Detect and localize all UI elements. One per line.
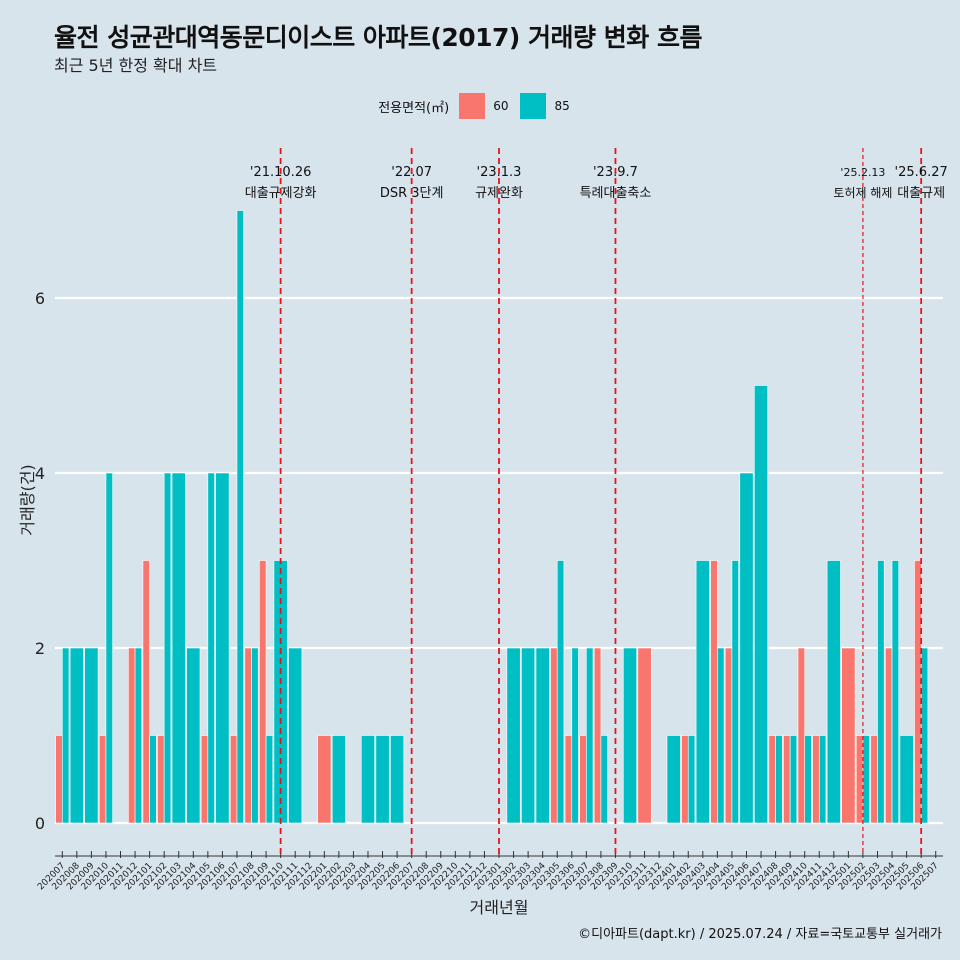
bar-85-202403	[695, 560, 710, 824]
y-tick-label: 0	[35, 814, 45, 833]
bar-85-202103	[171, 472, 186, 824]
bar-85-202409	[789, 735, 798, 824]
bar-85-202402	[687, 735, 696, 824]
chart-caption: ©디아파트(dapt.kr) / 2025.07.24 / 자료=국토교통부 실…	[578, 927, 942, 942]
bar-60-202504	[885, 647, 893, 824]
bar-60-202007	[55, 735, 63, 824]
x-axis-title: 거래년월	[470, 898, 529, 917]
bar-85-202202	[331, 735, 346, 824]
bar-85-202502	[862, 735, 870, 824]
bar-60-202502	[855, 735, 864, 824]
event-date: '25.6.27	[895, 165, 948, 180]
bar-85-202308	[600, 735, 608, 824]
bar-60-202010	[98, 735, 107, 824]
bar-60-202109	[259, 560, 267, 824]
legend-label-60: 60	[493, 99, 509, 113]
event-date: '25.2.13	[840, 166, 885, 179]
bar-60-202101	[142, 560, 150, 824]
bar-85-202302	[506, 647, 521, 824]
bar-60-202501	[841, 647, 856, 824]
bar-85-202304	[535, 647, 550, 824]
bar-85-202405	[731, 560, 739, 824]
bar-85-202412	[826, 560, 841, 824]
bar-85-202106	[215, 472, 230, 824]
bar-60-202105	[200, 735, 209, 824]
bar-85-202505	[899, 735, 914, 824]
bar-85-202009	[84, 647, 99, 824]
bar-60-202012	[128, 647, 136, 824]
bar-60-202102	[157, 735, 165, 824]
bar-60-202408	[768, 735, 776, 824]
bar-85-202401	[666, 735, 681, 824]
bar-85-202404	[717, 647, 725, 824]
bar-85-202008	[69, 647, 84, 824]
event-label: DSR 3단계	[380, 186, 444, 201]
bar-60-202107	[229, 735, 238, 824]
bar-85-202411	[818, 735, 827, 824]
y-tick-label: 6	[35, 289, 45, 308]
bar-85-202105	[207, 472, 215, 824]
bar-60-202306	[564, 735, 573, 824]
bar-85-202506	[920, 647, 929, 824]
bar-85-202410	[804, 735, 812, 824]
chart-subtitle: 최근 5년 한정 확대 차트	[54, 56, 218, 75]
bar-85-202310	[623, 647, 638, 824]
legend-label-85: 85	[554, 99, 570, 113]
bar-85-202407	[754, 385, 769, 824]
legend-key-85	[520, 93, 547, 119]
bar-85-202406	[739, 472, 754, 824]
event-label: 대출규제	[897, 186, 945, 201]
bar-85-202010	[105, 472, 113, 824]
bar-85-202408	[775, 735, 783, 824]
bar-85-202306	[571, 647, 579, 824]
bar-85-202503	[877, 560, 885, 824]
bar-85-202104	[186, 647, 201, 824]
bar-85-202108	[251, 647, 259, 824]
event-date: '23.9.7	[593, 165, 638, 180]
bar-60-202308	[593, 647, 602, 824]
y-tick-label: 4	[35, 464, 45, 483]
bar-85-202504	[891, 560, 900, 824]
legend: 전용면적(㎡) 60 85	[0, 93, 960, 119]
bar-60-202506	[914, 560, 922, 824]
bar-60-202311	[637, 647, 652, 824]
bar-60-202108	[244, 647, 252, 824]
bar-60-202402	[681, 735, 689, 824]
legend-title: 전용면적(㎡)	[378, 100, 450, 116]
bar-60-202201	[317, 735, 332, 824]
bar-60-202404	[710, 560, 718, 824]
bar-85-202101	[149, 735, 157, 824]
bar-60-202305	[550, 647, 558, 824]
bar-85-202305	[556, 560, 565, 824]
event-date: '23.1.3	[477, 165, 522, 180]
bar-60-202411	[812, 735, 820, 824]
y-tick-label: 2	[35, 639, 45, 658]
bar-85-202307	[586, 647, 594, 824]
bar-60-202410	[797, 647, 806, 824]
bar-60-202307	[579, 735, 587, 824]
bar-85-202206	[390, 735, 405, 824]
event-label: 특례대출축소	[580, 186, 652, 201]
bar-85-202012	[134, 647, 143, 824]
event-label: 대출규제강화	[245, 186, 317, 201]
bar-85-202007	[61, 647, 70, 824]
chart-title: 율전 성균관대역동문디이스트 아파트(2017) 거래량 변화 흐름	[54, 23, 702, 52]
bar-60-202405	[724, 647, 733, 824]
bar-60-202503	[870, 735, 878, 824]
bar-85-202303	[521, 647, 536, 824]
bar-85-202204	[360, 735, 375, 824]
bar-85-202102	[163, 472, 172, 824]
y-axis-title: 거래량(건)	[18, 464, 37, 535]
event-label: 규제완화	[475, 186, 523, 201]
bar-85-202205	[375, 735, 390, 824]
event-date: '21.10.26	[250, 165, 311, 180]
bar-60-202409	[783, 735, 791, 824]
bar-85-202111	[288, 647, 303, 824]
event-date: '22.07	[391, 165, 432, 180]
bar-85-202107	[236, 210, 244, 824]
legend-key-60	[459, 93, 486, 119]
bar-85-202109	[265, 735, 274, 824]
event-label: 토허제 해제	[833, 186, 892, 200]
